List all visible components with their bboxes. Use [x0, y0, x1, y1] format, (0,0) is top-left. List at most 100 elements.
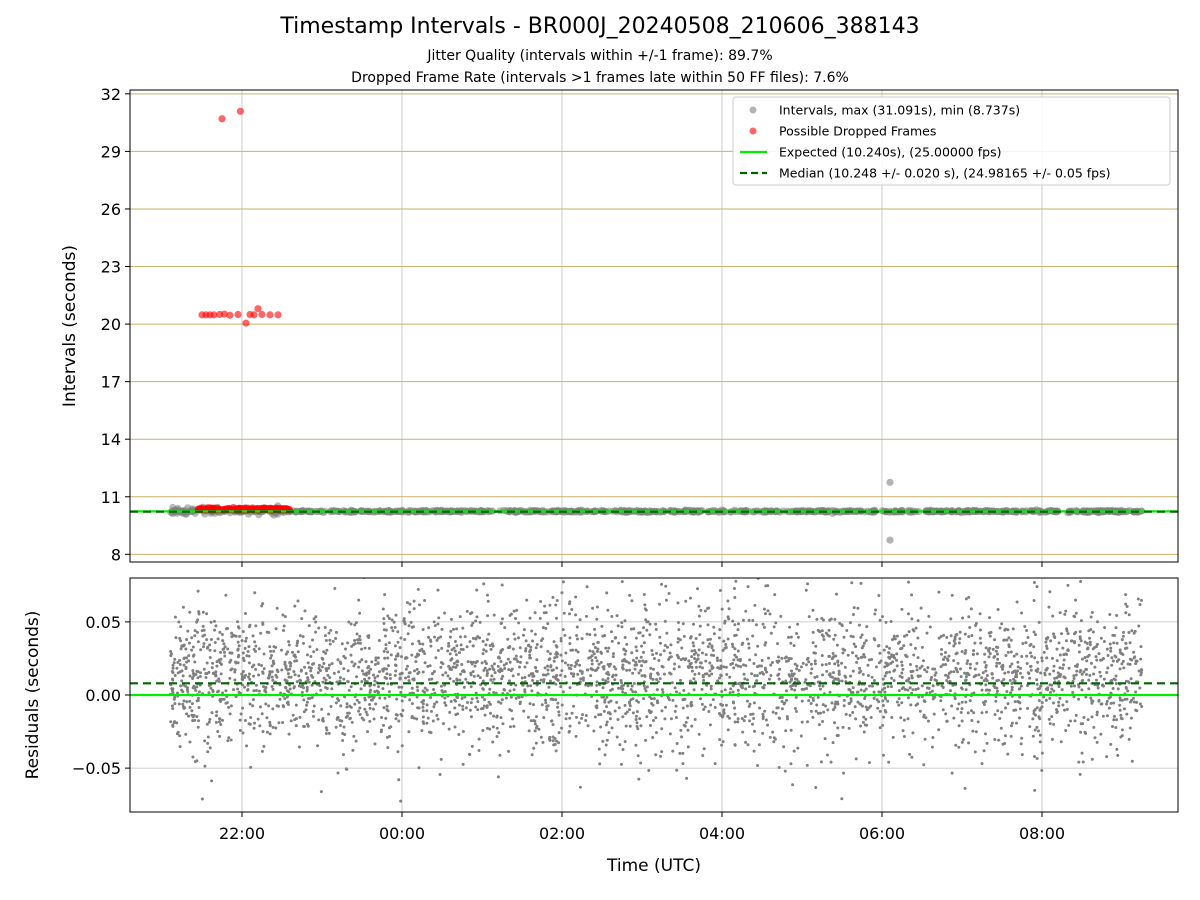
residual-point [245, 744, 249, 748]
residual-point [433, 635, 437, 639]
residual-point [171, 724, 175, 728]
residual-point [295, 680, 299, 684]
residual-point [660, 688, 664, 692]
residual-point [1074, 713, 1078, 717]
residual-point [286, 672, 290, 676]
residual-point [216, 729, 220, 733]
residual-point [453, 725, 457, 729]
residual-point [386, 664, 390, 668]
residual-point [176, 661, 180, 665]
residual-point [355, 638, 359, 642]
residual-point [615, 735, 619, 739]
residual-point [743, 715, 747, 719]
residual-point [476, 708, 480, 712]
residual-point [862, 715, 866, 719]
residual-point [718, 628, 722, 632]
residual-point [298, 715, 302, 719]
residual-point [368, 719, 372, 723]
residual-point [980, 676, 984, 680]
residual-point [1118, 667, 1122, 671]
residual-point [179, 684, 183, 688]
residual-point [745, 678, 749, 682]
residual-point [1031, 734, 1035, 738]
residual-point [928, 691, 932, 695]
residual-point [969, 607, 973, 611]
residual-point [254, 667, 258, 671]
residual-point [195, 620, 199, 624]
residual-point [1133, 655, 1137, 659]
residual-point [952, 659, 956, 663]
residual-point [1091, 699, 1095, 703]
residual-point [920, 645, 924, 649]
residual-point [264, 702, 268, 706]
residual-point [708, 661, 712, 665]
residual-point [409, 620, 413, 624]
residual-point [888, 670, 892, 674]
residual-point [385, 672, 389, 676]
residual-point [807, 615, 811, 619]
residual-point [690, 655, 694, 659]
residual-point [448, 635, 452, 639]
residual-point [859, 635, 863, 639]
residual-point [741, 686, 745, 690]
residual-point [673, 662, 677, 666]
residual-point [791, 783, 795, 787]
residual-point [603, 634, 607, 638]
residual-point [250, 665, 254, 669]
residual-point [793, 688, 797, 692]
residual-point [697, 614, 701, 618]
residual-point [310, 683, 314, 687]
residual-point [176, 691, 180, 695]
residual-point [1018, 671, 1022, 675]
residual-point [1064, 639, 1068, 643]
residual-point [484, 649, 488, 653]
residual-point [988, 652, 992, 656]
residual-point [719, 658, 723, 662]
residual-point [597, 713, 601, 717]
residual-point [1006, 650, 1010, 654]
residual-point [545, 704, 549, 708]
residual-point [363, 646, 367, 650]
residual-point [243, 611, 247, 615]
residual-point [833, 721, 837, 725]
residual-point [724, 703, 728, 707]
residual-point [1067, 666, 1071, 670]
residual-point [220, 697, 224, 701]
residual-point [555, 655, 559, 659]
residual-point [870, 657, 874, 661]
residual-point [1003, 742, 1007, 746]
residual-point [651, 677, 655, 681]
residual-point [661, 665, 665, 669]
residual-point [771, 710, 775, 714]
residual-point [873, 612, 877, 616]
residual-point [733, 653, 737, 657]
residual-point [794, 710, 798, 714]
residual-point [568, 724, 572, 728]
residual-point [1088, 643, 1092, 647]
residual-point [1081, 760, 1085, 764]
residual-point [311, 662, 315, 666]
residual-point [604, 679, 608, 683]
residual-point [655, 671, 659, 675]
residual-point [758, 706, 762, 710]
residual-point [761, 622, 765, 626]
residual-point [995, 686, 999, 690]
residual-point [890, 638, 894, 642]
residual-point [1020, 753, 1024, 757]
residual-point [731, 619, 735, 623]
top-y-axis-label: Intervals (seconds) [60, 245, 80, 407]
residual-point [523, 676, 527, 680]
residual-point [278, 697, 282, 701]
residual-point [993, 738, 997, 742]
residual-point [526, 684, 530, 688]
residual-point [1006, 670, 1010, 674]
residual-point [752, 729, 756, 733]
legend-entry-label: Expected (10.240s), (25.00000 fps) [779, 145, 1001, 160]
residual-point [967, 595, 971, 599]
residual-point [324, 726, 328, 730]
residual-point [1026, 635, 1030, 639]
residual-point [882, 648, 886, 652]
residual-point [507, 679, 511, 683]
residual-point [393, 625, 397, 629]
residual-point [415, 667, 419, 671]
